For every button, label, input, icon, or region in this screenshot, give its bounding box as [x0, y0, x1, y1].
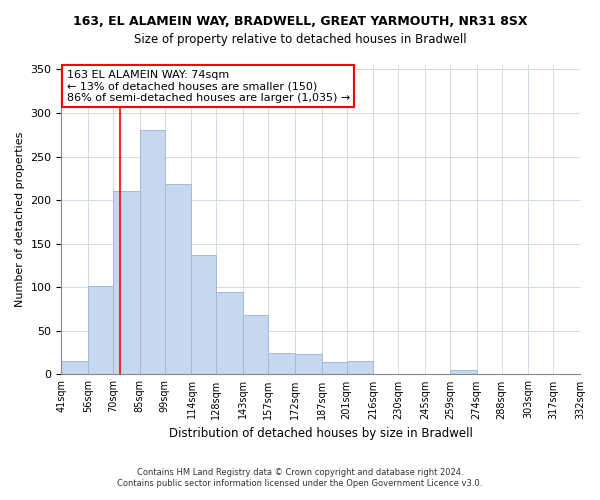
Text: 163, EL ALAMEIN WAY, BRADWELL, GREAT YARMOUTH, NR31 8SX: 163, EL ALAMEIN WAY, BRADWELL, GREAT YAR…	[73, 15, 527, 28]
Bar	[113, 190, 140, 374]
Bar	[165, 184, 191, 374]
Bar	[295, 354, 322, 374]
Y-axis label: Number of detached properties: Number of detached properties	[15, 132, 25, 308]
Bar	[191, 255, 217, 374]
Text: 163 EL ALAMEIN WAY: 74sqm
← 13% of detached houses are smaller (150)
86% of semi: 163 EL ALAMEIN WAY: 74sqm ← 13% of detac…	[67, 70, 350, 103]
Bar	[450, 370, 476, 374]
Bar	[88, 286, 113, 374]
Bar	[347, 362, 373, 374]
X-axis label: Distribution of detached houses by size in Bradwell: Distribution of detached houses by size …	[169, 427, 473, 440]
Text: Contains HM Land Registry data © Crown copyright and database right 2024.
Contai: Contains HM Land Registry data © Crown c…	[118, 468, 482, 487]
Bar	[268, 352, 295, 374]
Bar	[217, 292, 243, 374]
Bar	[322, 362, 347, 374]
Text: Size of property relative to detached houses in Bradwell: Size of property relative to detached ho…	[134, 32, 466, 46]
Bar	[140, 130, 165, 374]
Bar	[61, 362, 88, 374]
Bar	[243, 315, 268, 374]
